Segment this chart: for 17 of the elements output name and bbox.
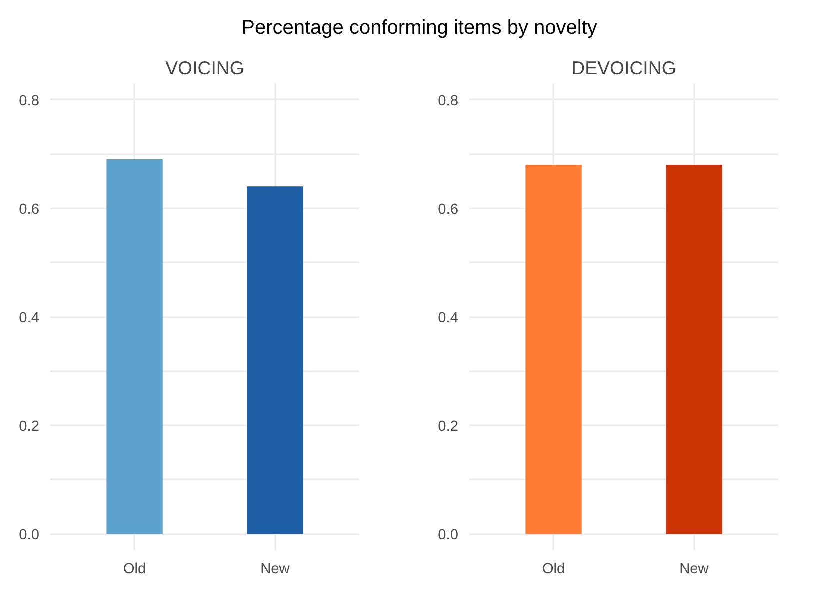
y-tick-label: 0.6: [19, 202, 40, 218]
x-tick-label: Old: [542, 562, 566, 578]
chart-subtitle: VOICING: [166, 58, 244, 78]
y-tick-label: 0.4: [438, 310, 458, 326]
y-tick-label: 0.4: [19, 310, 40, 326]
x-tick-label: Old: [123, 562, 146, 578]
y-tick-label: 0.0: [438, 528, 458, 544]
y-tick-label: 0.8: [438, 93, 458, 110]
y-tick-label: 0.0: [19, 528, 40, 544]
chart-subtitle: DEVOICING: [572, 58, 676, 78]
text: Percentage conforming items by novelty: [242, 17, 598, 39]
y-tick-label: 0.8: [19, 93, 40, 110]
y-tick-label: 0.6: [438, 202, 458, 218]
y-tick-label: 0.2: [19, 419, 40, 436]
x-tick-label: New: [680, 562, 710, 578]
x-tick-label: New: [260, 562, 290, 578]
y-tick-label: 0.2: [438, 419, 458, 436]
